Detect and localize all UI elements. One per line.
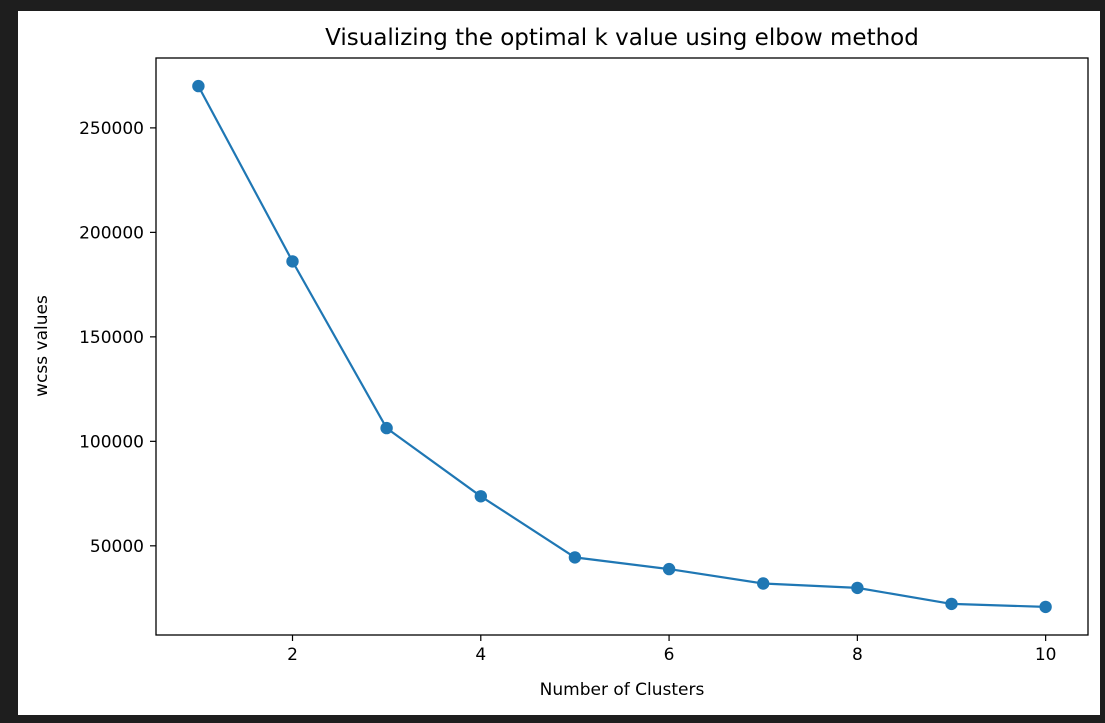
x-axis: 2 4 6 8 10 — [287, 635, 1056, 665]
y-axis-label: wcss values — [32, 295, 52, 397]
axes-frame — [155, 57, 1089, 636]
y-tick-label: 150000 — [79, 328, 144, 348]
x-tick-label: 2 — [287, 645, 298, 665]
data-point — [945, 597, 958, 611]
plot-area — [192, 79, 1052, 614]
chart-title: Visualizing the optimal k value using el… — [325, 25, 919, 51]
x-tick-label: 6 — [664, 645, 675, 665]
x-tick-label: 8 — [852, 645, 863, 665]
data-point — [1039, 600, 1052, 614]
elbow-chart: Visualizing the optimal k value using el… — [32, 25, 1089, 700]
data-point — [662, 562, 676, 576]
data-point — [568, 551, 582, 564]
x-tick-label: 4 — [475, 645, 486, 665]
data-point — [192, 79, 205, 93]
y-tick-label: 200000 — [79, 223, 144, 243]
chart-figure: Visualizing the optimal k value using el… — [18, 11, 1100, 715]
y-tick-label: 250000 — [79, 119, 144, 139]
x-tick-label: 10 — [1035, 645, 1057, 665]
data-point — [474, 490, 487, 503]
data-point — [851, 581, 864, 595]
y-axis: 50000 100000 150000 200000 250000 — [79, 119, 156, 557]
y-tick-label: 50000 — [90, 537, 144, 557]
data-point — [380, 421, 393, 435]
x-axis-label: Number of Clusters — [540, 680, 705, 700]
y-tick-label: 100000 — [79, 432, 144, 452]
data-point — [757, 577, 770, 590]
series-line — [197, 85, 1046, 608]
data-point — [286, 255, 299, 268]
